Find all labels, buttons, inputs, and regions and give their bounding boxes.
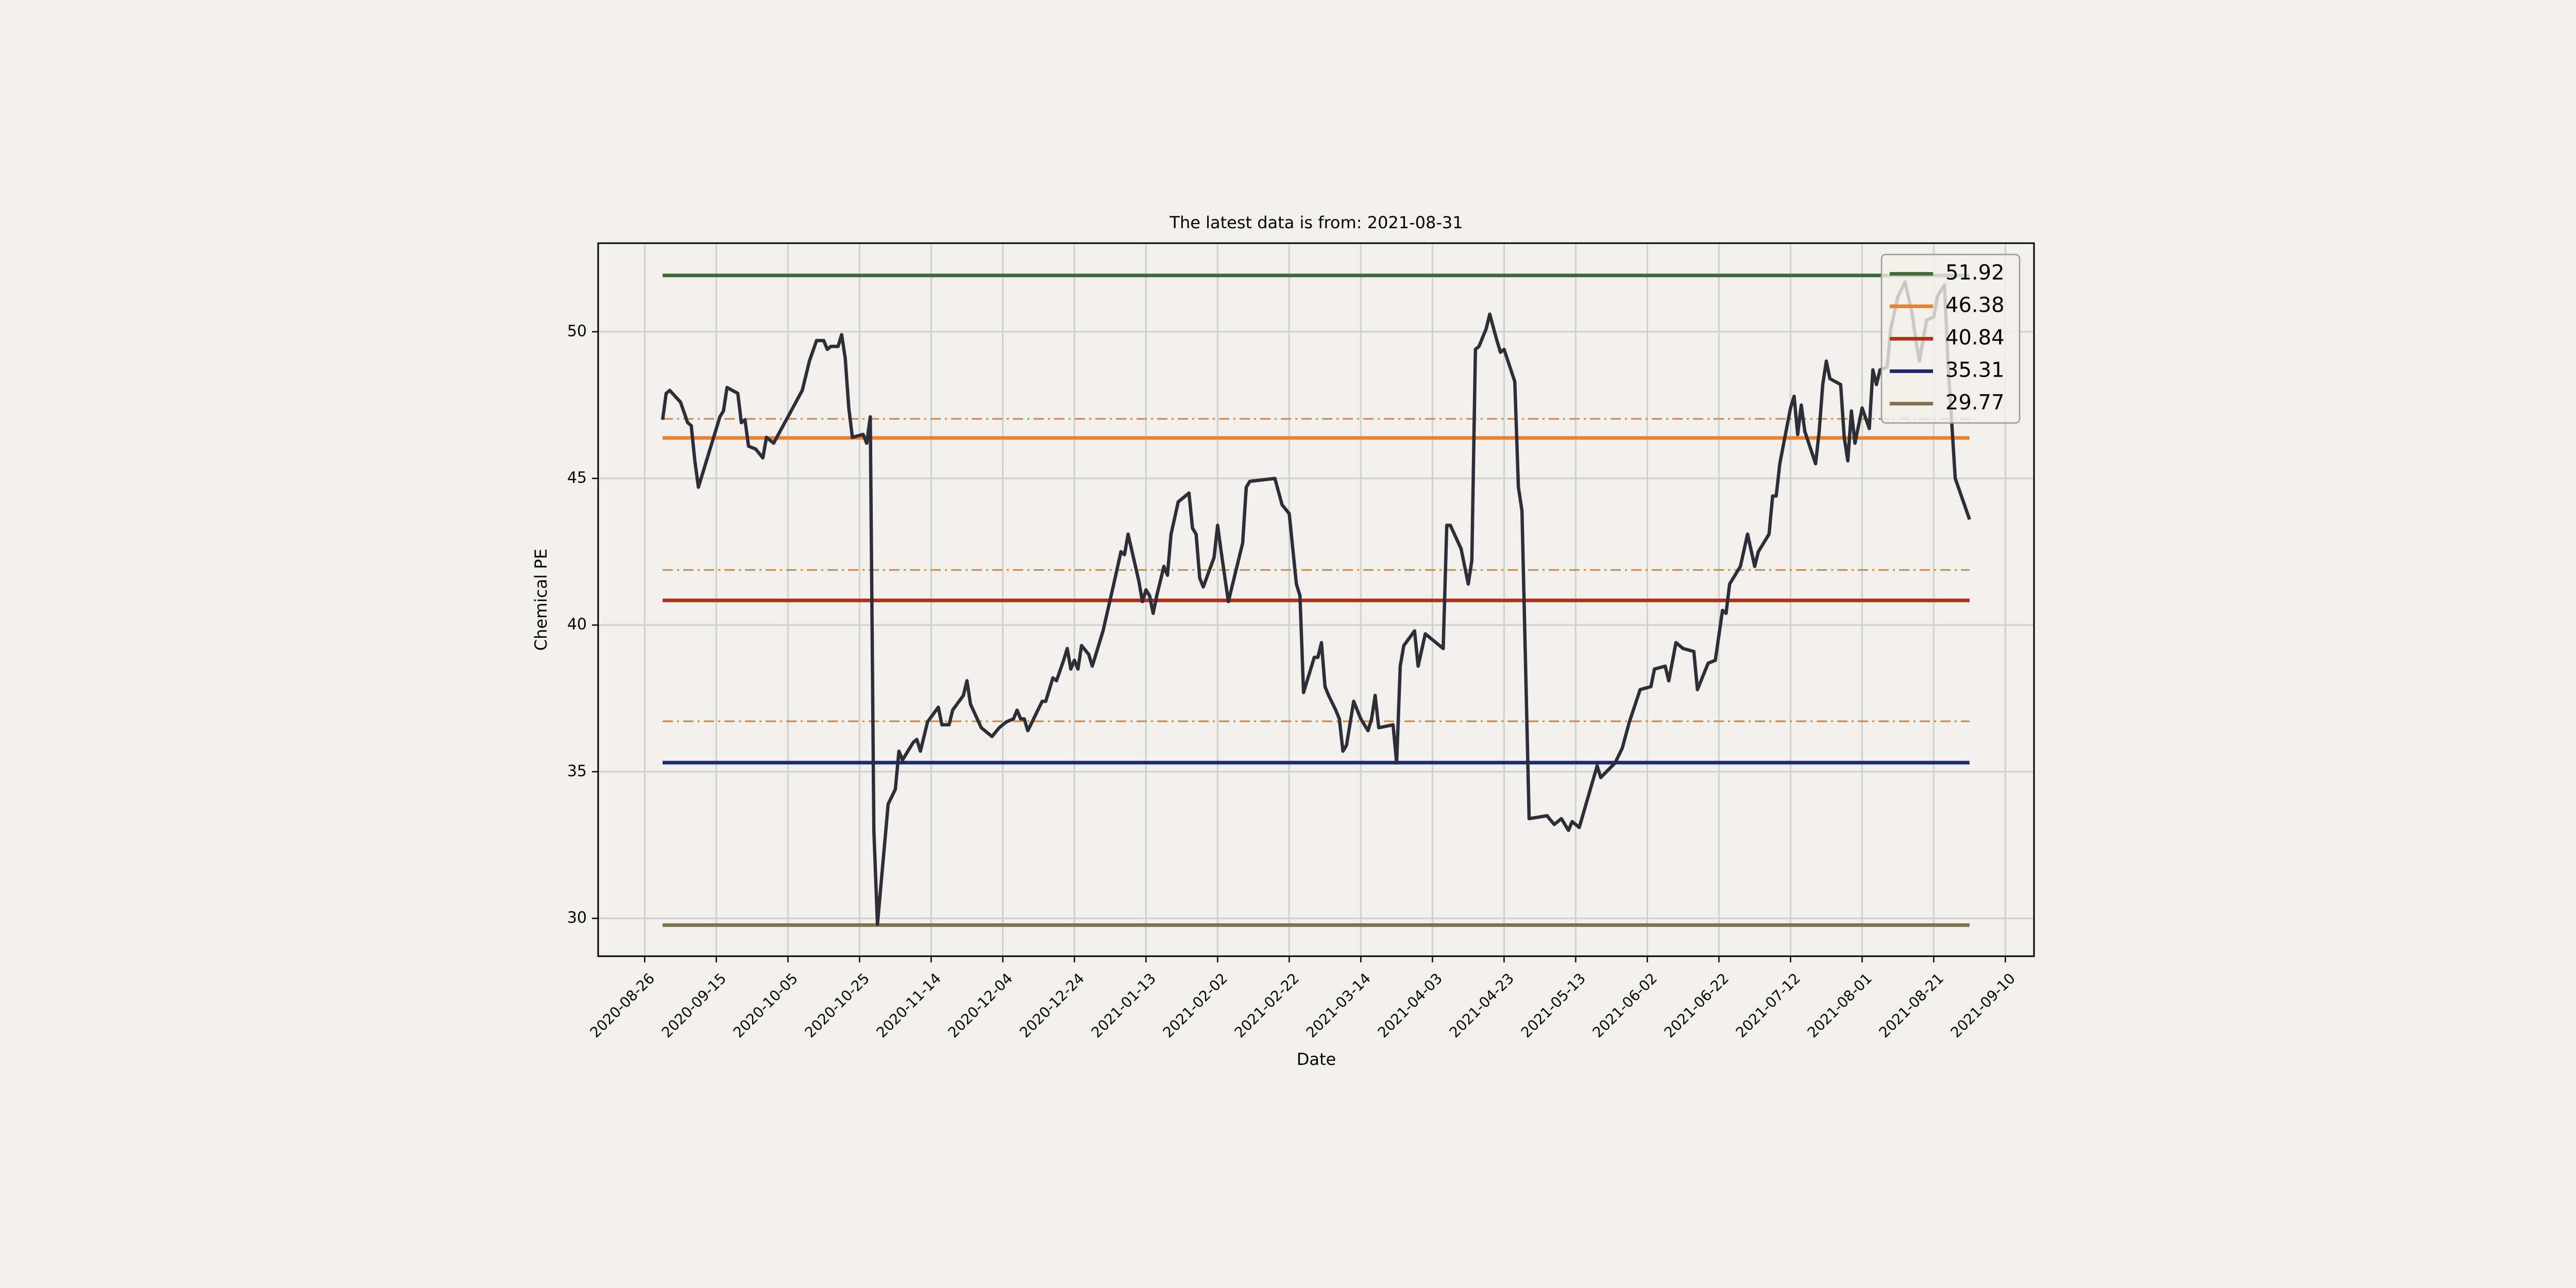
chart-title: The latest data is from: 2021-08-31 [1169, 213, 1463, 232]
legend-label: 29.77 [1945, 391, 2005, 415]
legend-label: 51.92 [1945, 261, 2005, 285]
data-line [660, 280, 1971, 926]
plot-area [660, 274, 1971, 927]
y-tick-label: 50 [567, 322, 587, 340]
y-tick-label: 35 [567, 762, 587, 780]
legend-box [1880, 253, 2021, 424]
legend-label: 40.84 [1945, 326, 2005, 350]
legend: 51.92 46.38 40.84 35.31 29.77 [1880, 253, 2021, 424]
y-tick-label: 40 [567, 616, 587, 634]
x-axis-label: Date [1297, 1049, 1336, 1069]
legend-label: 35.31 [1945, 359, 2005, 382]
y-tick-label: 30 [567, 909, 587, 927]
y-tick-label: 45 [567, 469, 587, 487]
plot-frame [597, 242, 2035, 957]
y-axis-label: Chemical PE [531, 549, 551, 651]
legend-label: 46.38 [1945, 294, 2005, 317]
